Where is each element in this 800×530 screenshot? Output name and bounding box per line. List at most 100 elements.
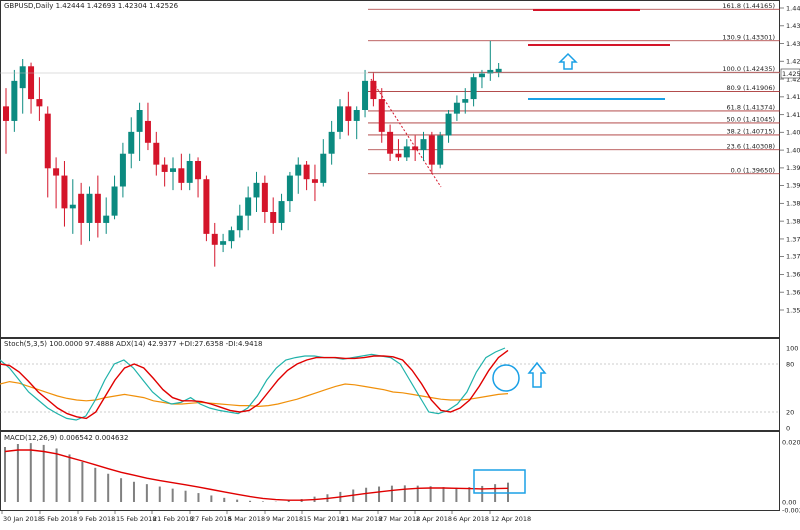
stoch-tick-label: 20	[786, 408, 794, 416]
candle-body	[153, 142, 160, 165]
candle-body	[170, 168, 176, 172]
candle-body	[136, 110, 143, 132]
fib-level-label: 100.0 (1.42435)	[722, 65, 775, 73]
fib-level-label: 0.0 (1.39650)	[731, 166, 775, 174]
candle-body	[178, 168, 185, 183]
time-tick-label: 9 Mar 2018	[266, 515, 303, 523]
candle-body	[387, 131, 394, 154]
macd-histogram	[4, 443, 509, 502]
time-tick-label: 21 Feb 2018	[153, 515, 193, 523]
candle-body	[353, 110, 360, 121]
stoch-panel-frame	[0, 338, 780, 431]
stoch-tick-label: 0	[786, 424, 790, 432]
fib-level-label: 38.2 (1.40715)	[727, 127, 776, 135]
candle-body	[278, 201, 285, 223]
stoch-label: Stoch(5,3,5) 100.0000 97.4888 ADX(14) 42…	[4, 340, 262, 348]
candle-body	[445, 113, 452, 136]
stoch-tick-label: 80	[786, 360, 794, 368]
candle-body	[311, 179, 318, 183]
stoch-axis: 100 80 20 0	[786, 344, 798, 432]
candle-body	[253, 182, 260, 198]
candle-body	[94, 193, 101, 223]
highlight-box	[473, 469, 526, 494]
candle-body	[228, 230, 235, 242]
macd-tick-label: -0.002774	[782, 507, 800, 515]
candle-body	[220, 241, 227, 245]
candle-body	[295, 164, 302, 176]
ohlc-readout: 1.42444 1.42693 1.42304 1.42526	[56, 2, 179, 10]
candle-body	[103, 215, 110, 223]
price-tick-label: 1.44200	[786, 4, 800, 12]
candle-body	[320, 153, 327, 183]
time-tick-label: 30 Jan 2018	[3, 515, 42, 523]
candle-body	[86, 193, 93, 223]
candle-body	[478, 73, 485, 78]
current-price-box	[780, 68, 800, 79]
candle-body	[437, 135, 444, 165]
time-axis: 30 Jan 2018 5 Feb 2018 9 Feb 2018 15 Feb 20…	[1, 510, 531, 523]
candle-body	[403, 146, 410, 158]
price-tick-label: 1.41270	[786, 111, 800, 119]
candle-body	[378, 99, 385, 132]
price-tick-label: 1.37860	[786, 235, 800, 243]
candle-body	[337, 106, 343, 132]
price-tick-label: 1.39330	[786, 182, 800, 190]
stoch-tick-label: 100	[786, 344, 798, 352]
up-arrow-icon-stoch	[527, 361, 547, 388]
adx-line	[0, 380, 509, 408]
price-tick-label: 1.36400	[786, 288, 800, 296]
candle-body	[28, 66, 35, 100]
stoch-levels	[0, 363, 780, 413]
stoch-signal-line	[0, 349, 509, 420]
macd-panel-frame	[0, 431, 780, 511]
price-tick-label: 1.36890	[786, 271, 800, 279]
up-arrow-icon	[558, 52, 578, 70]
price-tick-label: 1.38840	[786, 200, 800, 208]
symbol-header: GBPUSD,Daily 1.42444 1.42693 1.42304 1.4…	[4, 2, 179, 10]
candle-body	[328, 131, 335, 154]
candle-body	[261, 182, 268, 213]
price-tick-label: 1.42250	[786, 75, 800, 83]
stoch-main-line	[0, 347, 506, 421]
candle-body	[487, 69, 494, 74]
price-tick-label: 1.42740	[786, 57, 800, 65]
current-price-label: 1.42526	[782, 70, 800, 78]
highlight-circle-icon	[492, 364, 520, 392]
time-tick-label: 5 Mar 2018	[228, 515, 265, 523]
candle-body	[462, 99, 469, 103]
fib-level-label: 80.9 (1.41906)	[727, 84, 776, 92]
fib-trend-line	[370, 78, 442, 188]
candle-body	[420, 139, 427, 151]
candle-body	[128, 131, 135, 154]
price-tick-label: 1.40300	[786, 146, 800, 154]
price-tick-label: 1.40790	[786, 129, 800, 137]
candle-body	[78, 193, 85, 223]
candle-body	[211, 233, 218, 245]
fib-level-label: 23.6 (1.40308)	[727, 142, 776, 150]
price-tick-label: 1.38350	[786, 217, 800, 225]
price-axis: 1.44200 1.43710 1.43220 1.42740 1.42250 1.417…	[780, 4, 800, 314]
candle-body	[161, 164, 168, 172]
price-panel-frame	[0, 0, 780, 338]
candle-body	[11, 80, 18, 121]
fib-level-label: 161.8 (1.44165)	[722, 2, 775, 10]
candle-body	[203, 179, 210, 234]
time-tick-label: 9 Feb 2018	[79, 515, 115, 523]
price-tick-label: 1.39810	[786, 164, 800, 172]
candle-body	[286, 175, 293, 202]
candle-body	[69, 204, 76, 209]
candlesticks	[3, 40, 502, 267]
fibonacci-levels[interactable]: 161.8 (1.44165) 130.9 (1.43301) 100.0 (1.4…	[368, 2, 780, 174]
fib-level-label: 50.0 (1.41045)	[727, 115, 776, 123]
price-tick-label: 1.41760	[786, 93, 800, 101]
fib-level-label: 61.8 (1.41374)	[727, 103, 776, 111]
candle-body	[61, 175, 68, 209]
candle-body	[270, 212, 277, 223]
candle-body	[428, 135, 435, 165]
candle-body	[19, 66, 26, 89]
time-tick-label: 2 Apr 2018	[416, 515, 452, 523]
candle-body	[303, 164, 310, 180]
candle-body	[44, 113, 51, 169]
